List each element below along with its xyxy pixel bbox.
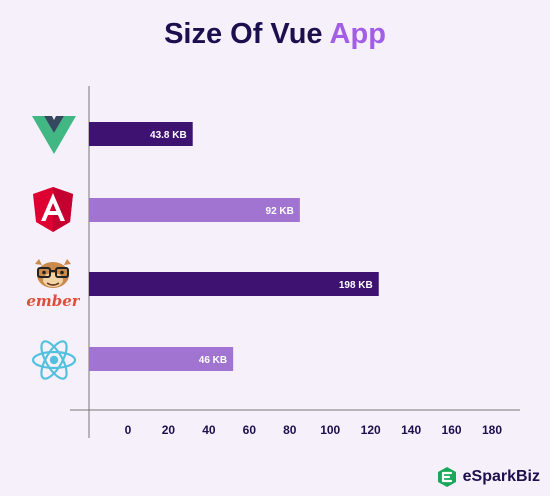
x-tick-label: 120 — [361, 423, 381, 437]
angular-logo-icon — [33, 187, 73, 232]
brand-logo: eSparkBiz — [436, 466, 540, 488]
x-tick-label: 0 — [125, 423, 132, 437]
bar-value-label: 198 KB — [339, 280, 373, 291]
bar-value-label: 43.8 KB — [150, 130, 187, 141]
x-tick-label: 40 — [202, 423, 216, 437]
x-tick-label: 20 — [162, 423, 176, 437]
x-tick-label: 100 — [320, 423, 340, 437]
brand-name: eSparkBiz — [462, 468, 540, 485]
bar-value-label: 46 KB — [199, 355, 227, 366]
esparkbiz-logo-icon — [437, 467, 456, 487]
bar-angular — [89, 198, 300, 222]
ember-logo-icon: ember — [26, 259, 80, 310]
react-logo-icon — [31, 340, 77, 380]
bar-vue — [89, 122, 193, 146]
bar-react — [89, 347, 234, 371]
x-tick-label: 80 — [283, 423, 297, 437]
x-tick-label: 60 — [243, 423, 257, 437]
title-main: Size Of Vue — [164, 18, 323, 50]
bar-value-label: 92 KB — [266, 206, 294, 217]
title-accent: App — [329, 18, 386, 50]
bar-ember — [89, 272, 379, 296]
vue-logo-icon — [32, 116, 76, 154]
svg-text:ember: ember — [26, 292, 80, 310]
chart-title: Size Of Vue App — [0, 18, 550, 51]
x-tick-label: 140 — [401, 423, 421, 437]
x-tick-label: 160 — [442, 423, 462, 437]
x-tick-label: 180 — [482, 423, 502, 437]
